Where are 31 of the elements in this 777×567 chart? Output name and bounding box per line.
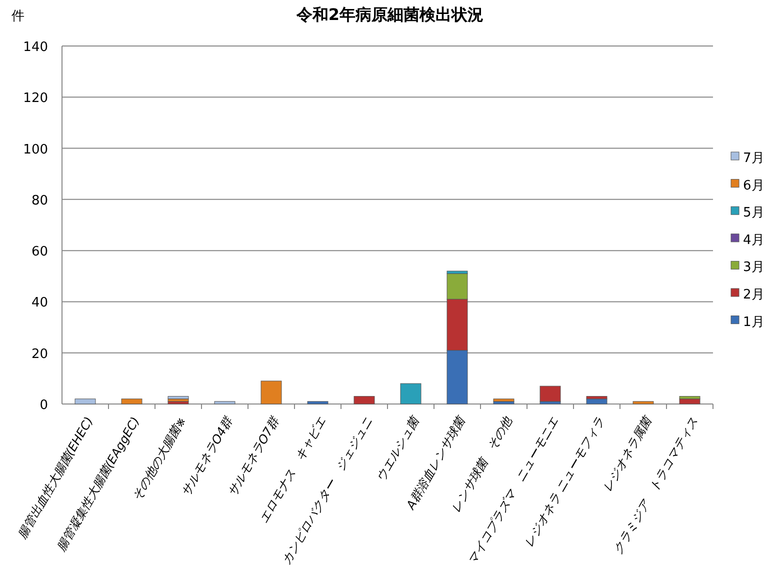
legend-label: 5月 [743,206,764,221]
bar [679,398,700,404]
bar [260,380,282,404]
bar [214,401,236,404]
bar [168,396,189,400]
y-tick-label: 100 [23,142,48,158]
bar [168,398,189,402]
legend-label: 6月 [743,178,764,194]
legend-label: 3月 [743,260,764,276]
y-tick-label: 80 [31,193,48,208]
y-tick-label: 120 [23,91,48,106]
bar [632,401,654,404]
bar [493,398,514,402]
legend-label: 1月 [743,314,764,330]
bar [540,386,561,402]
legend-label: 4月 [743,232,764,248]
bar [400,383,422,404]
y-tick-label: 20 [31,346,48,362]
bar [586,398,608,404]
bar [74,398,96,404]
y-tick-label: 40 [31,296,48,311]
y-tick-label: 0 [40,398,48,413]
bar [354,396,375,404]
y-tick-label: 60 [31,244,48,260]
legend-label: 7月 [743,151,764,166]
y-tick-label: 140 [23,40,48,55]
y-axis-title: 件 [12,9,24,24]
legend-label: 2月 [743,288,764,302]
chart-title: 令和2年病原細菌検出状況 [295,5,484,24]
bar [307,401,328,404]
bar [121,398,142,404]
